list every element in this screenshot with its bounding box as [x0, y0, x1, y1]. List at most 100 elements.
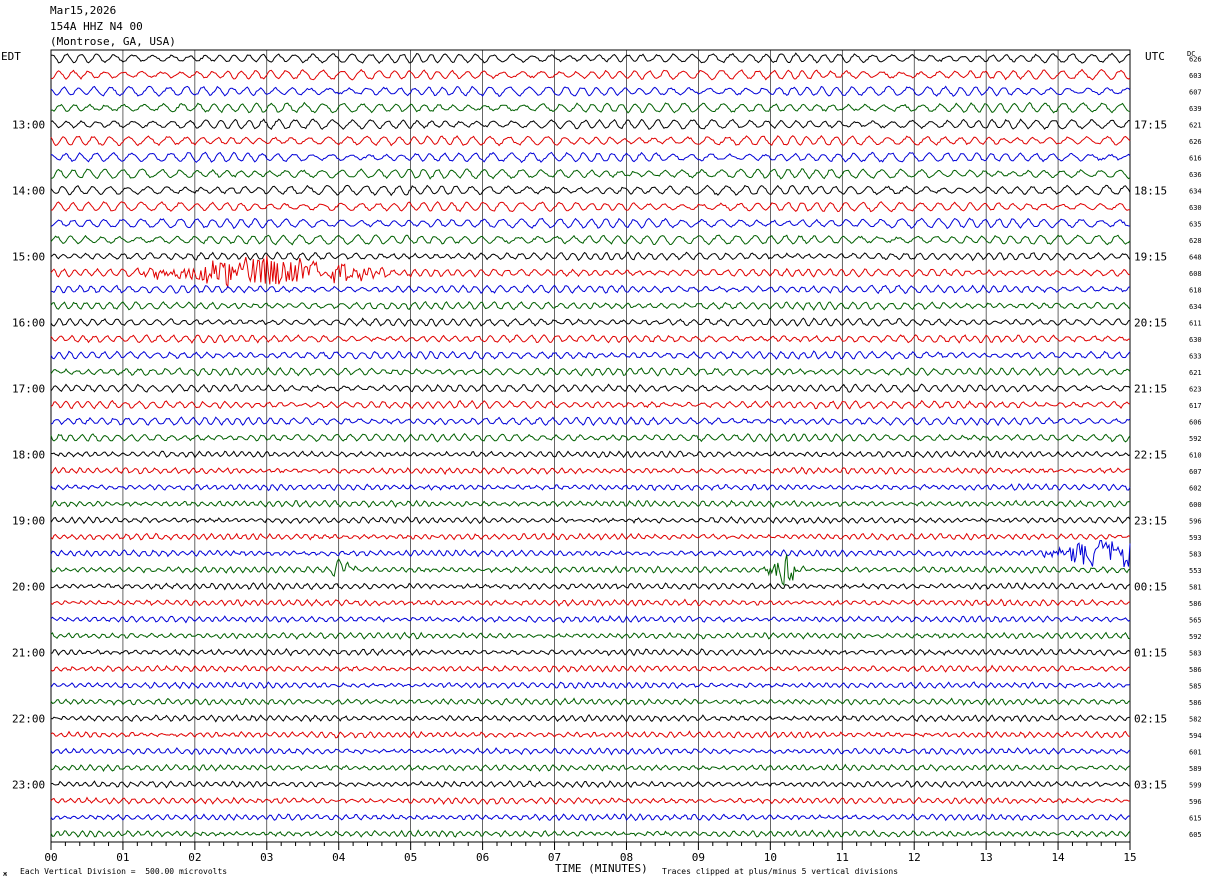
- x-tick-label: 01: [116, 851, 129, 864]
- dc-offset-label: 599: [1189, 781, 1202, 789]
- trace-row-23: [50, 432, 1131, 443]
- trace-row-25: [50, 466, 1131, 476]
- trace-row-35: [50, 631, 1131, 640]
- trace-row-15: [50, 300, 1131, 311]
- dc-offset-label: 596: [1189, 517, 1202, 525]
- x-tick-label: 02: [188, 851, 201, 864]
- dc-offset-label: 634: [1189, 303, 1202, 311]
- dc-offset-label: 589: [1189, 765, 1202, 773]
- dc-offset-label: 634: [1189, 187, 1202, 195]
- trace-row-30: [50, 539, 1131, 568]
- trace-row-34: [50, 615, 1131, 624]
- dc-offset-label: 636: [1189, 171, 1202, 179]
- right-hour-label: 00:15: [1134, 580, 1167, 593]
- trace-row-31: [50, 554, 1131, 587]
- dc-offset-label: 605: [1189, 831, 1202, 839]
- trace-row-43: [50, 763, 1131, 772]
- dc-offset-label: 596: [1189, 798, 1202, 806]
- dc-offset-label: 583: [1189, 649, 1202, 657]
- trace-row-38: [50, 681, 1131, 690]
- right-hour-label: 21:15: [1134, 382, 1167, 395]
- trace-row-16: [50, 317, 1131, 327]
- trace-row-20: [50, 383, 1131, 394]
- trace-row-39: [50, 697, 1131, 706]
- dc-offset-label: 593: [1189, 534, 1202, 542]
- trace-row-0: [50, 52, 1131, 65]
- trace-row-45: [50, 796, 1131, 805]
- x-axis: 00 01 02 03 04 05 06 07 08 09 10 11 12 13 14 15: [44, 842, 1137, 864]
- x-tick-label: 12: [908, 851, 921, 864]
- trace-row-42: [50, 747, 1131, 756]
- x-tick-label: 09: [692, 851, 705, 864]
- corner-mark: ж: [3, 870, 8, 878]
- dc-offset-label: 586: [1189, 699, 1202, 707]
- left-hour-label: 17:00: [12, 382, 45, 395]
- trace-row-4: [50, 118, 1131, 130]
- trace-row-9: [50, 201, 1131, 213]
- right-hour-label: 02:15: [1134, 712, 1167, 725]
- trace-row-24: [50, 450, 1131, 459]
- hour-labels: 13:00 14:00 15:00 16:00 17:00 18:00 19:00 20:00…: [12, 118, 1167, 791]
- right-hour-label: 18:15: [1134, 184, 1167, 197]
- trace-row-7: [50, 168, 1131, 180]
- dc-offset-label: 630: [1189, 204, 1202, 212]
- x-tick-label: 04: [332, 851, 346, 864]
- trace-row-40: [50, 714, 1130, 723]
- dc-offset-label: 586: [1189, 600, 1202, 608]
- left-hour-label: 20:00: [12, 580, 45, 593]
- x-tick-label: 11: [836, 851, 849, 864]
- x-tick-label: 13: [980, 851, 993, 864]
- trace-row-33: [50, 598, 1131, 607]
- dc-offset-label: 648: [1189, 253, 1202, 261]
- trace-row-29: [50, 532, 1131, 541]
- dc-offset-label: 592: [1189, 435, 1202, 443]
- right-hour-label: 23:15: [1134, 514, 1167, 527]
- dc-offset-label: 628: [1189, 237, 1202, 245]
- dc-offset-label: 639: [1189, 105, 1202, 113]
- dc-offset-label: 581: [1189, 583, 1202, 591]
- dc-offset-label: 626: [1189, 138, 1202, 146]
- left-timezone: EDT: [1, 50, 21, 63]
- dc-offset-label: 621: [1189, 369, 1202, 377]
- left-hour-label: 19:00: [12, 514, 45, 527]
- dc-header: DC: [1187, 50, 1196, 58]
- dc-offset-label: 633: [1189, 352, 1202, 360]
- trace-row-41: [50, 730, 1131, 739]
- trace-row-13: [50, 255, 1131, 289]
- dc-offset-label: 594: [1189, 732, 1202, 740]
- x-tick-label: 06: [476, 851, 489, 864]
- trace-row-32: [50, 581, 1131, 591]
- dc-offset-label: 626: [1189, 55, 1202, 63]
- chart-date: Mar15,2026: [50, 4, 117, 17]
- dc-offset-label: 601: [1189, 748, 1202, 756]
- left-hour-label: 15:00: [12, 250, 45, 263]
- right-hour-label: 20:15: [1134, 316, 1167, 329]
- trace-row-2: [50, 85, 1131, 98]
- seismic-traces: [50, 52, 1131, 839]
- dc-offset-label: 585: [1189, 682, 1202, 690]
- trace-row-18: [50, 350, 1131, 361]
- dc-offset-label: 617: [1189, 402, 1202, 410]
- left-hour-label: 16:00: [12, 316, 45, 329]
- clip-note: Traces clipped at plus/minus 5 vertical …: [662, 867, 899, 876]
- dc-offset-label: 607: [1189, 88, 1202, 96]
- trace-row-14: [50, 284, 1131, 295]
- dc-offset-label: 623: [1189, 385, 1202, 393]
- dc-offset-label: 603: [1189, 72, 1202, 80]
- trace-row-12: [50, 251, 1131, 262]
- trace-row-47: [50, 829, 1131, 839]
- right-hour-label: 01:15: [1134, 646, 1167, 659]
- trace-row-17: [50, 334, 1131, 344]
- dc-offset-label: 565: [1189, 616, 1202, 624]
- dc-offset-label: 616: [1189, 154, 1202, 162]
- dc-offset-label: 615: [1189, 814, 1202, 822]
- trace-row-5: [50, 134, 1131, 147]
- scale-note: Each Vertical Division = 500.00 microvol…: [20, 867, 228, 876]
- left-hour-label: 13:00: [12, 118, 45, 131]
- dc-offset-label: 583: [1189, 550, 1202, 558]
- dc-offset-label: 611: [1189, 319, 1202, 327]
- dc-offset-label: 608: [1189, 270, 1202, 278]
- trace-row-19: [50, 366, 1131, 377]
- left-hour-label: 22:00: [12, 712, 45, 725]
